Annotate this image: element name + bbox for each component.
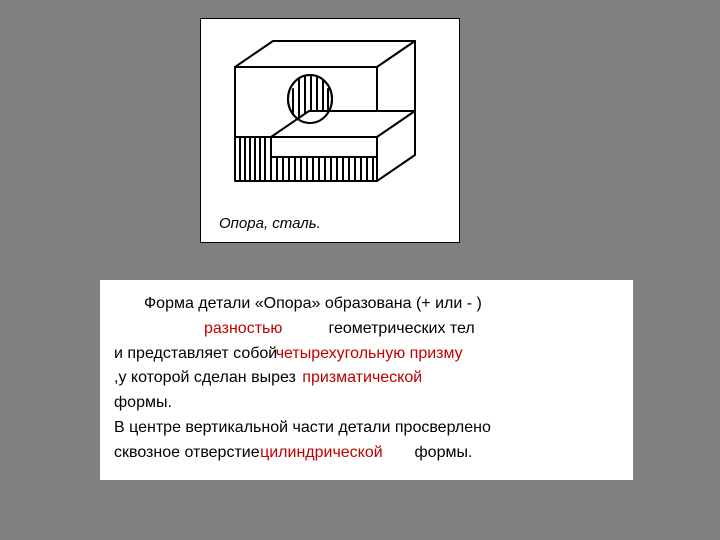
text-line-2: разностью геометрических тел bbox=[114, 317, 619, 342]
line3-text: и представляет собой bbox=[114, 345, 277, 362]
line7-text-b: формы. bbox=[415, 444, 473, 461]
figure-card: Опора, сталь. bbox=[200, 18, 460, 243]
line1-text: Форма детали «Опора» образована (+ или -… bbox=[144, 295, 482, 312]
text-card: Форма детали «Опора» образована (+ или -… bbox=[100, 280, 633, 480]
answer-2: четырехугольную призму bbox=[276, 342, 463, 367]
answer-3: призматической bbox=[302, 366, 422, 391]
line5-text: формы. bbox=[114, 394, 172, 411]
text-line-5: формы. bbox=[114, 391, 619, 416]
text-line-3: и представляет собой четырехугольную при… bbox=[114, 342, 619, 367]
text-line-1: Форма детали «Опора» образована (+ или -… bbox=[114, 292, 619, 317]
line7-text-a: сквозное отверстие bbox=[114, 444, 260, 461]
line6-text: В центре вертикальной части детали просв… bbox=[114, 419, 491, 436]
line4-text: ,у которой сделан вырез bbox=[114, 369, 296, 386]
line2-text: геометрических тел bbox=[328, 320, 474, 337]
text-line-7: сквозное отверстие цилиндрической формы. bbox=[114, 441, 619, 466]
text-line-6: В центре вертикальной части детали просв… bbox=[114, 416, 619, 441]
answer-4: цилиндрической bbox=[260, 441, 410, 466]
part-drawing bbox=[215, 29, 445, 204]
answer-1: разностью bbox=[204, 317, 324, 342]
figure-caption: Опора, сталь. bbox=[219, 215, 321, 232]
text-line-4: ,у которой сделан вырез призматической bbox=[114, 366, 619, 391]
